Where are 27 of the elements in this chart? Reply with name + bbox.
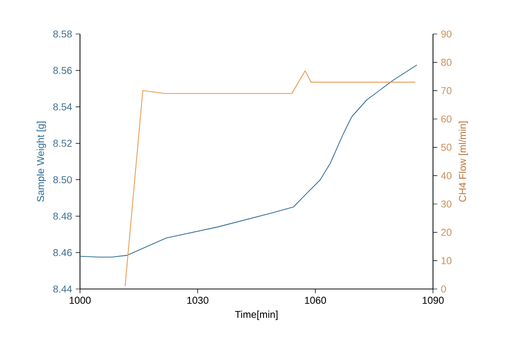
y2-tick-label: 70 <box>441 87 452 94</box>
y-tick-label: 8.52 <box>53 140 72 147</box>
y-axis-title: Sample Weight [g] <box>36 122 46 202</box>
y2-tick-label: 80 <box>441 58 452 66</box>
y-tick-label: 8.56 <box>53 66 72 74</box>
y-tick-label: 8.48 <box>53 212 72 220</box>
y2-tick-label: 10 <box>442 257 452 264</box>
y-tick-label: 8.58 <box>53 30 72 38</box>
x-tick-label: 1060 <box>305 296 326 304</box>
y2-tick-label: 40 <box>441 172 452 180</box>
x-tick-label: 1030 <box>187 296 208 304</box>
y-tick-label: 8.44 <box>53 285 72 293</box>
y2-tick-label: 50 <box>441 144 452 151</box>
line-series <box>80 64 418 258</box>
x-axis-title: Time[min] <box>235 310 278 320</box>
line-series <box>124 70 416 287</box>
y-tick-label: 8.54 <box>53 103 72 110</box>
y2-tick-label: 30 <box>441 200 452 208</box>
y-tick-label: 8.46 <box>53 249 72 256</box>
x-tick-label: 1090 <box>422 296 444 304</box>
y-tick-label: 8.50 <box>53 176 72 184</box>
y2-tick-label: 90 <box>441 30 452 38</box>
x-tick-label: 1000 <box>70 296 91 304</box>
y2-tick-label: 0 <box>441 285 446 293</box>
y2-tick-label: 20 <box>441 228 452 236</box>
y2-axis-title: CH4 Flow [ml/min] <box>458 122 468 202</box>
y2-tick-label: 60 <box>441 115 452 123</box>
